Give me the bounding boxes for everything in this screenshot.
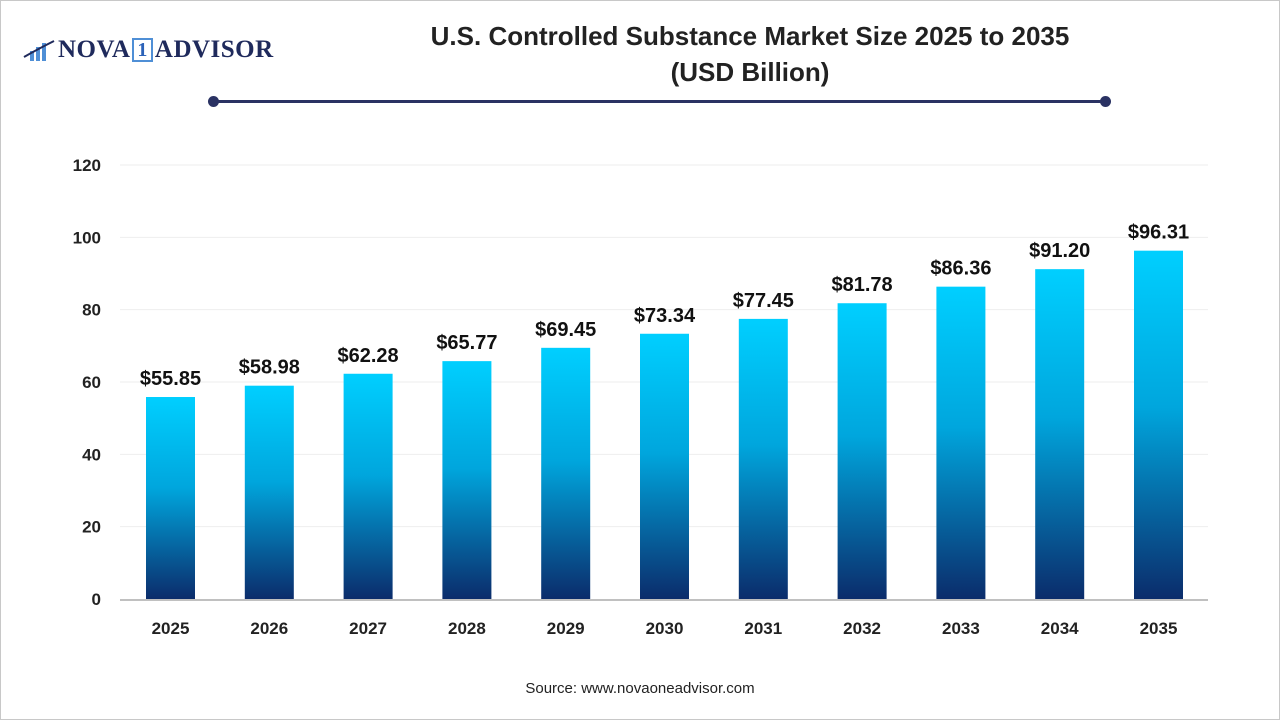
logo-text: NOVA (58, 36, 131, 63)
logo-one: 1 (132, 38, 153, 62)
bar-2030 (640, 333, 689, 599)
bar-2026 (244, 385, 294, 599)
data-label: $65.77 (436, 332, 497, 354)
x-tick-label: 2031 (744, 619, 782, 638)
bar-2033 (936, 286, 986, 599)
rule-dot-right (1100, 96, 1111, 107)
x-tick-label: 2034 (1041, 619, 1079, 638)
title-line-1: U.S. Controlled Substance Market Size 20… (430, 21, 1070, 51)
bar-2028 (442, 361, 492, 599)
y-tick-label: 100 (73, 228, 101, 247)
y-tick-label: 0 (92, 590, 101, 609)
title-line-2: (USD Billion) (670, 57, 830, 87)
x-tick-label: 2033 (942, 619, 980, 638)
data-label: $96.31 (1128, 222, 1189, 244)
data-label: $77.45 (733, 290, 794, 312)
data-label: $69.45 (535, 319, 596, 341)
data-label: $73.34 (634, 305, 696, 327)
data-label: $81.78 (832, 274, 893, 296)
bar-2027 (343, 373, 393, 599)
bar-2031 (738, 318, 788, 599)
x-tick-label: 2030 (646, 619, 684, 638)
y-tick-label: 40 (82, 445, 101, 464)
logo-text-right: ADVISOR (154, 36, 274, 63)
y-tick-label: 120 (73, 156, 101, 175)
data-label: $58.98 (239, 357, 300, 379)
rule-dot-left (208, 96, 219, 107)
bar-2034 (1035, 269, 1085, 599)
data-label: $86.36 (930, 258, 991, 280)
x-tick-label: 2029 (547, 619, 585, 638)
chart-title: U.S. Controlled Substance Market Size 20… (290, 18, 1210, 90)
x-tick-label: 2028 (448, 619, 486, 638)
x-tick-label: 2026 (250, 619, 288, 638)
data-label: $55.85 (140, 368, 201, 390)
y-tick-label: 20 (82, 518, 101, 537)
x-tick-label: 2035 (1140, 619, 1178, 638)
y-tick-label: 60 (82, 373, 101, 392)
title-rule (213, 100, 1106, 103)
bar-2025 (146, 397, 195, 599)
data-label: $62.28 (338, 345, 399, 367)
bar-2032 (837, 303, 887, 599)
x-tick-label: 2025 (152, 619, 190, 638)
bar-2029 (541, 347, 591, 599)
bar-2035 (1134, 250, 1183, 599)
x-tick-label: 2032 (843, 619, 881, 638)
logo-bars-icon (23, 40, 55, 61)
x-tick-label: 2027 (349, 619, 387, 638)
source-note: Source: www.novaoneadvisor.com (525, 680, 755, 697)
data-label: $91.20 (1029, 240, 1090, 262)
y-tick-label: 80 (82, 301, 101, 320)
logo: NOVA 1 ADVISOR (22, 36, 274, 64)
